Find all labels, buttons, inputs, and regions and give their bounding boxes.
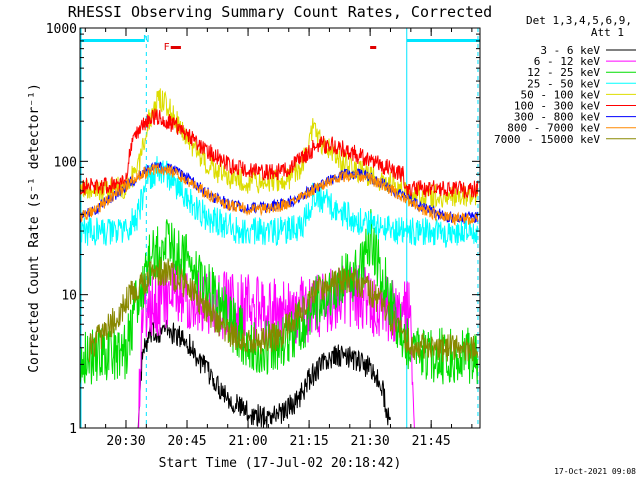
x-tick-label: 21:15 (290, 434, 329, 449)
legend-label: 300 - 800 keV (514, 111, 600, 124)
legend-label: 7000 - 15000 keV (494, 133, 600, 146)
night-bar (406, 39, 480, 42)
legend-header-line-1: Det 1,3,4,5,6,9, (526, 14, 632, 27)
marker-n: N (143, 34, 149, 45)
y-tick-label: 100 (54, 155, 77, 170)
series-line-7000-15000-kev (88, 258, 479, 363)
legend-label: 25 - 50 keV (527, 77, 600, 90)
x-tick-label: 20:45 (167, 434, 206, 449)
night-bar (80, 39, 145, 42)
plot-area: NF (79, 28, 480, 429)
chart-title: RHESSI Observing Summary Count Rates, Co… (68, 3, 492, 21)
legend-header-line-2: Att 1 (591, 26, 624, 39)
flare-bar (170, 46, 181, 49)
generation-timestamp: 17-Oct-2021 09:08 (554, 467, 636, 476)
legend-label: 800 - 7000 keV (507, 122, 600, 135)
x-axis-label: Start Time (17-Jul-02 20:18:42) (159, 456, 402, 471)
series-line-800-7000-kev (79, 163, 479, 226)
legend-label: 3 - 6 keV (540, 44, 600, 57)
y-axis-label: Corrected Count Rate (s⁻¹ detector⁻¹) (27, 83, 42, 373)
x-tick-label: 21:00 (228, 434, 267, 449)
plot-frame (79, 27, 481, 429)
legend-label: 6 - 12 keV (534, 55, 601, 68)
y-axis: 1 10 100 1000 (46, 22, 480, 437)
legend-label: 12 - 25 keV (527, 66, 600, 79)
x-tick-label: 21:45 (412, 434, 451, 449)
x-tick-label: 20:30 (106, 434, 145, 449)
series-line-3-6-kev (137, 319, 391, 429)
x-tick-label: 21:30 (351, 434, 390, 449)
y-tick-label: 1 (69, 422, 77, 437)
y-tick-label: 10 (61, 289, 77, 304)
flare-bar (370, 46, 377, 49)
legend-label: 50 - 100 keV (521, 88, 601, 101)
x-axis: 20:30 20:45 21:00 21:15 21:30 21:45 (84, 28, 473, 449)
marker-f: F (164, 42, 170, 53)
y-tick-label: 1000 (46, 22, 77, 37)
legend-label: 100 - 300 keV (514, 100, 600, 113)
